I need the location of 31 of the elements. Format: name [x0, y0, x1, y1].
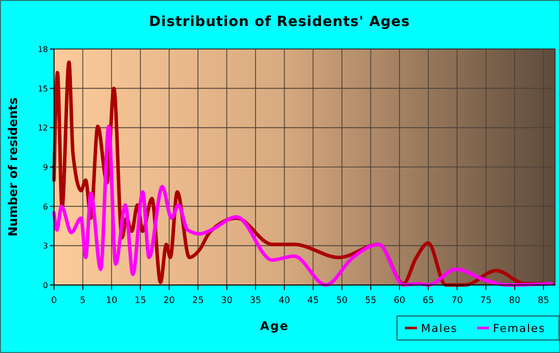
- x-tick-label: 30: [221, 296, 233, 306]
- y-tick-label: 18: [38, 45, 48, 54]
- y-tick-label: 9: [42, 163, 48, 172]
- x-tick-label: 60: [394, 296, 406, 306]
- x-tick-label: 25: [192, 296, 204, 306]
- x-tick-label: 65: [422, 296, 434, 306]
- x-tick-label: 80: [508, 296, 521, 306]
- x-tick-label: 70: [451, 296, 464, 306]
- legend-label: Males: [421, 322, 458, 335]
- x-tick-label: 75: [480, 296, 492, 306]
- x-axis-title: Age: [260, 319, 290, 333]
- chart-title: Distribution of Residents' Ages: [149, 14, 410, 30]
- y-tick-label: 0: [42, 281, 48, 290]
- y-tick-label: 12: [38, 124, 48, 133]
- x-tick-label: 55: [365, 296, 376, 306]
- x-tick-label: 40: [278, 296, 290, 306]
- y-tick-label: 3: [42, 242, 48, 251]
- line-series: [52, 124, 553, 287]
- x-tick-label: 45: [307, 296, 319, 306]
- y-tick-label: 15: [38, 84, 48, 94]
- y-tick-label: 6: [42, 202, 48, 212]
- x-tick-label: 20: [163, 296, 176, 306]
- x-tick-label: 5: [80, 296, 86, 306]
- x-tick-label: 85: [538, 296, 550, 306]
- x-tick-label: 10: [106, 296, 118, 306]
- x-tick-label: 50: [336, 296, 348, 306]
- x-tick-label: 0: [51, 296, 58, 306]
- x-tick-label: 35: [250, 296, 262, 306]
- x-tick-label: 15: [134, 296, 146, 306]
- legend-label: Females: [493, 322, 546, 335]
- y-axis-title: Number of residents: [6, 97, 20, 237]
